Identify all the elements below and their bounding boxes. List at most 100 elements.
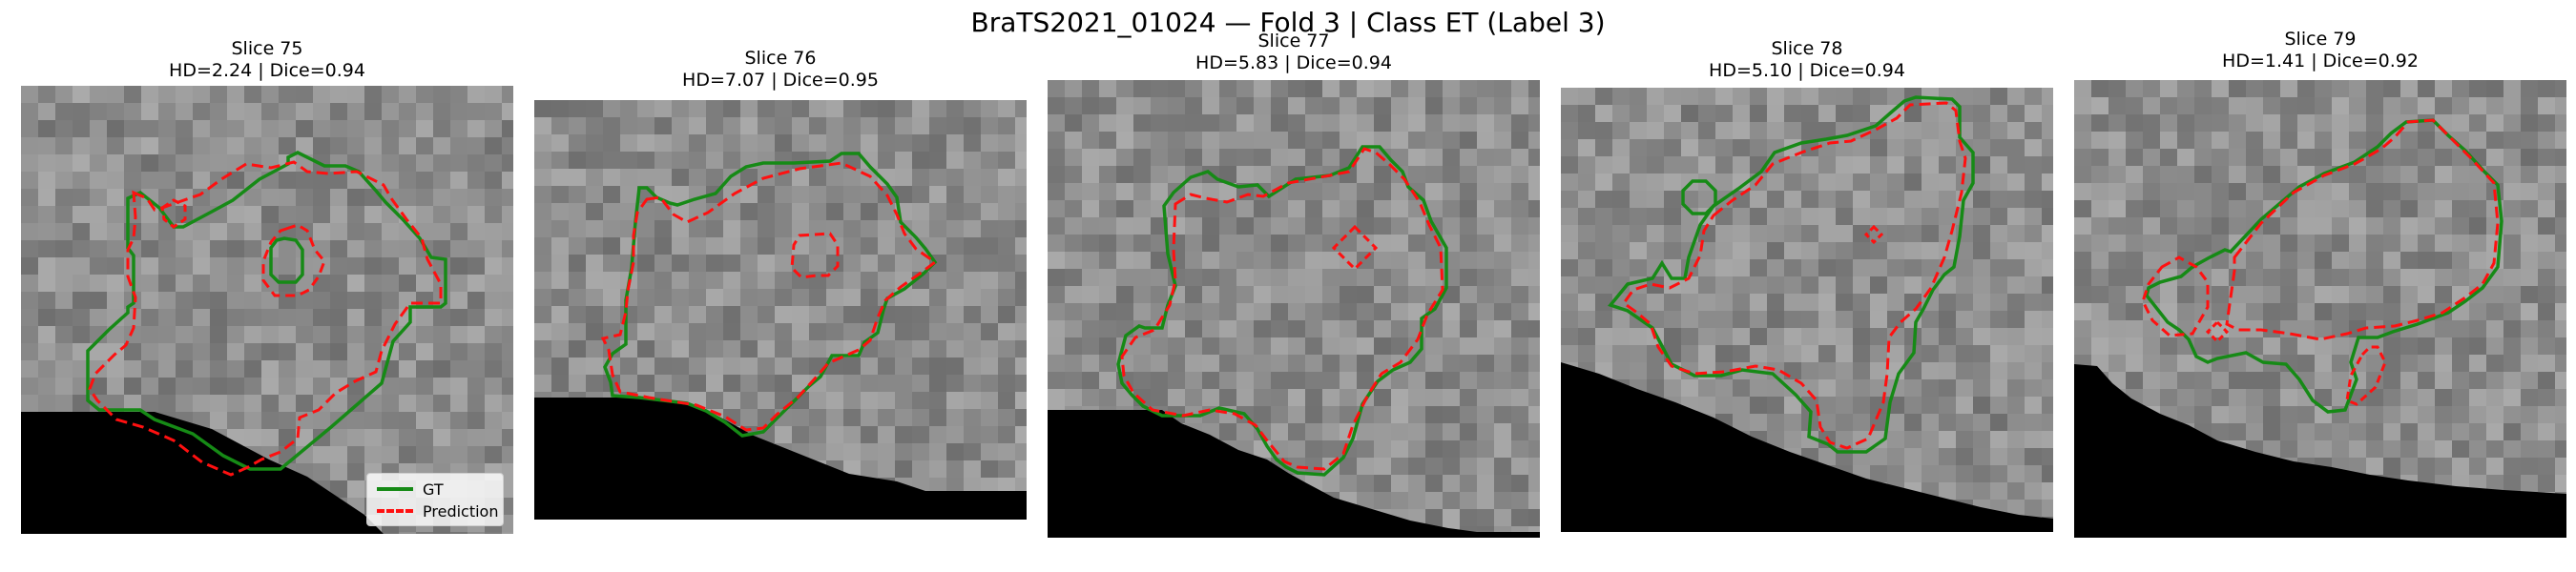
texture-pixel <box>1048 337 1065 355</box>
texture-pixel <box>1340 337 1357 355</box>
texture-pixel <box>2007 465 2025 482</box>
prediction-contour-left <box>2141 255 2210 337</box>
texture-pixel <box>158 360 176 378</box>
texture-pixel <box>2246 200 2263 217</box>
texture-pixel <box>2538 217 2555 235</box>
texture-pixel <box>382 292 399 309</box>
texture-pixel <box>946 117 964 134</box>
texture-pixel <box>1477 406 1494 423</box>
texture-pixel <box>672 358 689 375</box>
texture-pixel <box>964 323 981 340</box>
texture-pixel <box>227 223 244 240</box>
texture-pixel <box>2383 217 2400 235</box>
texture-pixel <box>485 275 502 292</box>
texture-pixel <box>450 189 467 206</box>
texture-pixel <box>1374 252 1391 269</box>
texture-pixel <box>141 292 158 309</box>
texture-pixel <box>2366 286 2383 303</box>
texture-pixel <box>1015 255 1027 272</box>
texture-pixel <box>244 172 261 189</box>
texture-pixel <box>1853 139 1870 156</box>
texture-pixel <box>141 360 158 378</box>
texture-pixel <box>1990 482 2007 500</box>
texture-pixel <box>1990 362 2007 379</box>
texture-pixel <box>1664 242 1681 259</box>
texture-pixel <box>1168 337 1185 355</box>
texture-pixel <box>1818 105 1836 122</box>
texture-pixel <box>1956 174 1973 191</box>
texture-pixel <box>2435 217 2452 235</box>
texture-pixel <box>2418 252 2435 269</box>
texture-pixel <box>1750 397 1767 414</box>
texture-pixel <box>2194 200 2212 217</box>
texture-pixel <box>1340 458 1357 475</box>
texture-pixel <box>433 412 450 429</box>
texture-pixel <box>1099 183 1116 200</box>
texture-pixel <box>2538 440 2555 458</box>
texture-pixel <box>158 326 176 343</box>
texture-pixel <box>1477 200 1494 217</box>
texture-pixel <box>998 169 1015 186</box>
texture-pixel <box>55 154 73 172</box>
texture-pixel <box>1408 372 1425 389</box>
texture-pixel <box>296 172 313 189</box>
texture-pixel <box>1956 397 1973 414</box>
texture-pixel <box>1340 372 1357 389</box>
texture-pixel <box>964 220 981 237</box>
texture-pixel <box>2007 294 2025 311</box>
texture-pixel <box>792 340 809 358</box>
texture-pixel <box>330 446 347 463</box>
texture-pixel <box>1322 475 1340 492</box>
texture-pixel <box>1681 122 1698 139</box>
texture-pixel <box>1305 389 1322 406</box>
texture-pixel <box>792 100 809 117</box>
texture-pixel <box>1818 414 1836 431</box>
texture-pixel <box>1578 174 1595 191</box>
texture-pixel <box>2503 149 2521 166</box>
texture-pixel <box>2366 217 2383 235</box>
texture-pixel <box>1784 88 1801 105</box>
texture-pixel <box>946 323 964 340</box>
texture-pixel <box>210 360 227 378</box>
texture-pixel <box>55 309 73 326</box>
texture-pixel <box>1511 303 1528 320</box>
texture-pixel <box>2074 217 2091 235</box>
texture-pixel <box>551 358 569 375</box>
texture-pixel <box>1116 200 1133 217</box>
texture-pixel <box>347 189 364 206</box>
mri-slice-image <box>1561 88 2053 532</box>
texture-pixel <box>964 375 981 392</box>
texture-pixel <box>534 340 551 358</box>
texture-pixel <box>620 340 637 358</box>
texture-pixel <box>55 137 73 154</box>
texture-pixel <box>1887 191 1904 208</box>
texture-pixel <box>1288 114 1305 132</box>
texture-pixel <box>981 443 998 460</box>
texture-pixel <box>1254 286 1271 303</box>
texture-pixel <box>1630 139 1647 156</box>
texture-pixel <box>1185 355 1202 372</box>
texture-pixel <box>1990 465 2007 482</box>
texture-pixel <box>1612 259 1630 276</box>
texture-pixel <box>502 189 513 206</box>
texture-pixel <box>912 375 929 392</box>
texture-pixel <box>1133 200 1151 217</box>
texture-pixel <box>2126 286 2143 303</box>
texture-pixel <box>467 378 485 395</box>
texture-pixel <box>1870 139 1887 156</box>
texture-pixel <box>1048 269 1065 286</box>
texture-pixel <box>740 409 758 426</box>
texture-pixel <box>2126 303 2143 320</box>
texture-pixel <box>2486 389 2503 406</box>
texture-pixel <box>1099 269 1116 286</box>
texture-pixel <box>2435 406 2452 423</box>
texture-pixel <box>2126 114 2143 132</box>
texture-pixel <box>534 117 551 134</box>
texture-pixel <box>1408 252 1425 269</box>
texture-pixel <box>895 340 912 358</box>
texture-pixel <box>1612 345 1630 362</box>
texture-pixel <box>826 443 843 460</box>
texture-pixel <box>2349 80 2366 97</box>
texture-pixel <box>416 172 433 189</box>
texture-pixel <box>1357 217 1374 235</box>
